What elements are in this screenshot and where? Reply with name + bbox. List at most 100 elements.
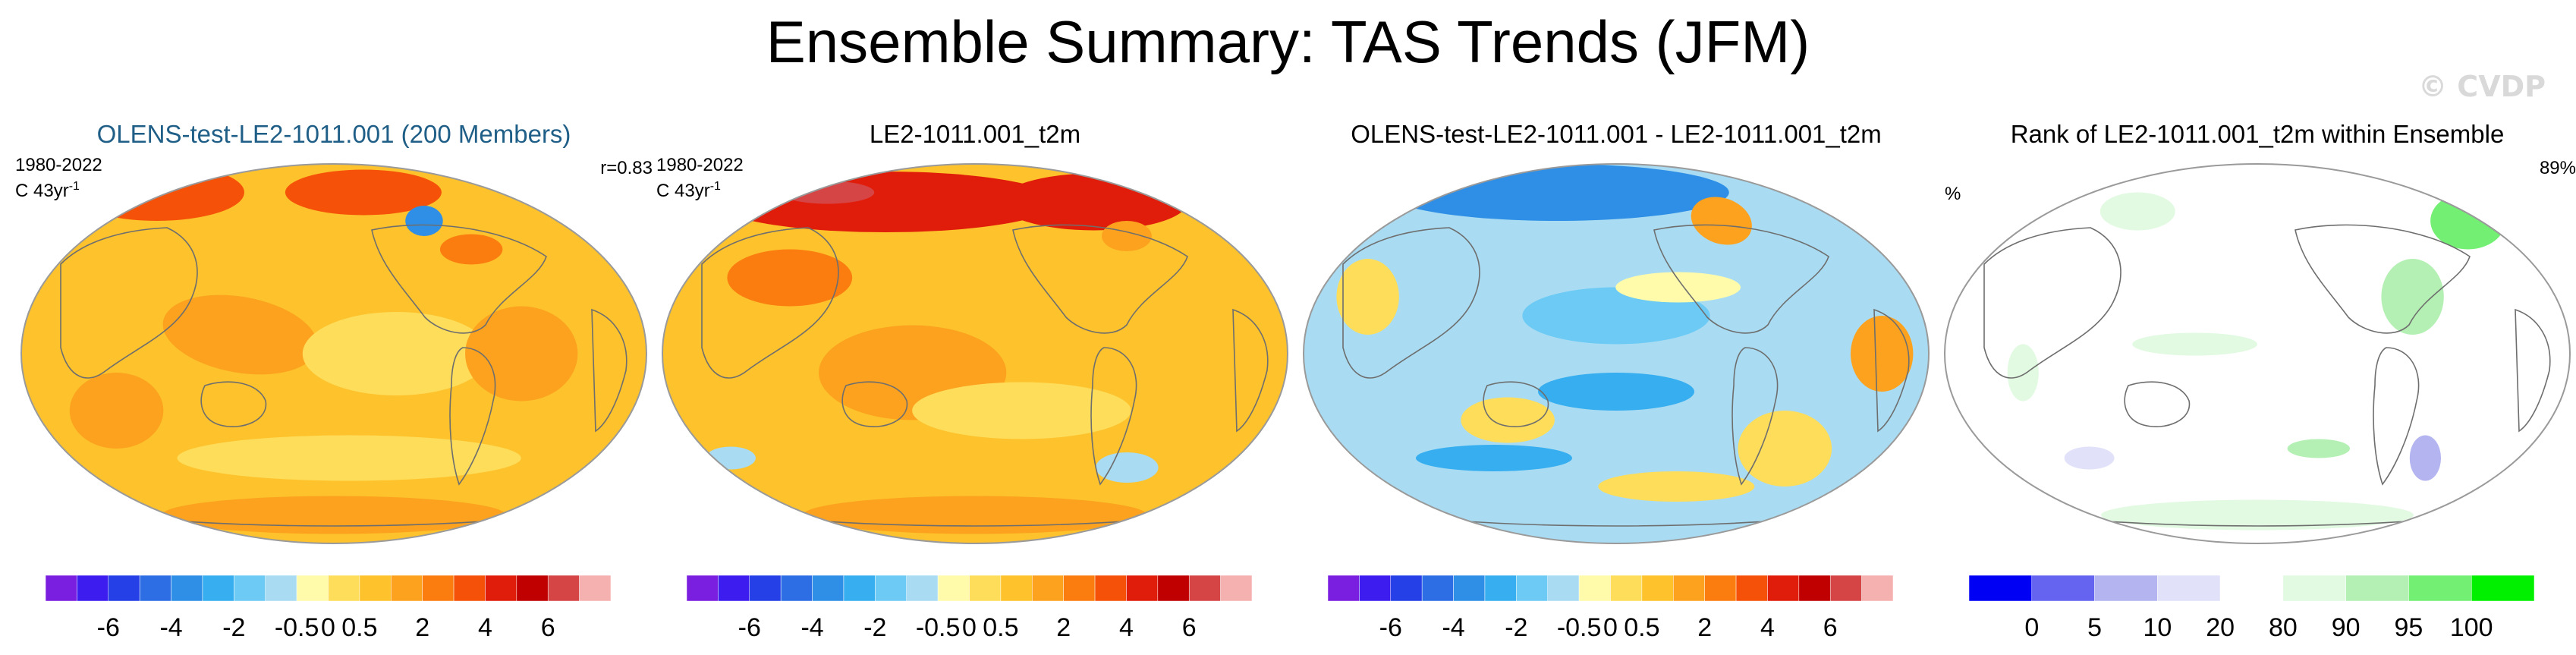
colorbar-swatch xyxy=(2031,575,2095,602)
field-blob xyxy=(465,306,578,402)
colorbar-tick-label: -0.5 xyxy=(275,613,319,642)
colorbar-tick-label: -0.5 xyxy=(1557,613,1602,642)
colorbar-swatch xyxy=(906,575,939,602)
colorbar-swatch xyxy=(1829,575,1862,602)
map-outline xyxy=(662,163,1288,544)
colorbar-tick-label: 80 xyxy=(2269,613,2298,642)
colorbar-swatch xyxy=(1157,575,1190,602)
coastline-0 xyxy=(701,227,839,379)
coastline-1 xyxy=(200,381,267,427)
colorbar-tick-label: -6 xyxy=(97,613,120,642)
colorbar-tick-label: -2 xyxy=(1505,613,1527,642)
field-blob xyxy=(1336,259,1399,335)
colorbar-swatch xyxy=(1641,575,1674,602)
colorbar-tick-label: 4 xyxy=(478,613,492,642)
colorbar-tick-label: 4 xyxy=(1760,613,1775,642)
map-field xyxy=(1304,164,1929,543)
field-blob xyxy=(162,294,318,375)
field-blob xyxy=(1615,272,1741,303)
colorbar-swatch xyxy=(843,575,876,602)
colorbar-swatch xyxy=(718,575,750,602)
colorbar: 0 5 10 20 80 90 95 100 xyxy=(1968,575,2535,642)
colorbar-swatch xyxy=(1484,575,1517,602)
coastline-3 xyxy=(1731,347,1779,486)
units: C 43yr-1 xyxy=(656,176,744,202)
percent-label: 89% xyxy=(2539,158,2576,178)
colorbar-swatch xyxy=(1094,575,1127,602)
colorbar-swatch xyxy=(780,575,813,602)
field-blob xyxy=(2287,439,2351,458)
colorbar-swatch xyxy=(1547,575,1580,602)
colorbar-swatch xyxy=(171,575,203,602)
colorbar-swatch xyxy=(2094,575,2158,602)
units-exponent: -1 xyxy=(709,180,721,193)
colorbar-swatch xyxy=(2219,575,2284,602)
map-field xyxy=(21,164,646,543)
coastline-3 xyxy=(2373,347,2420,486)
map-field xyxy=(662,164,1288,543)
field-blob xyxy=(302,312,490,395)
correlation-label: r=0.83 xyxy=(600,158,653,178)
colorbar-tick-label: 6 xyxy=(541,613,555,642)
colorbar-swatch xyxy=(485,575,517,602)
colorbar-swatch xyxy=(1610,575,1643,602)
colorbar-swatch xyxy=(202,575,234,602)
colorbar-swatch xyxy=(1704,575,1737,602)
field-blob xyxy=(1538,373,1694,411)
field-blob xyxy=(1385,164,1729,221)
field-blob xyxy=(2064,446,2115,470)
field-blob xyxy=(780,181,875,204)
coastline-0 xyxy=(60,227,198,379)
field-blob xyxy=(285,169,442,216)
colorbar: -6 -4 -2 -0.5 0 0.5 2 4 6 xyxy=(686,575,1253,642)
coastline-1 xyxy=(841,381,908,427)
colorbar-swatch xyxy=(1359,575,1392,602)
colorbar-swatch xyxy=(1327,575,1360,602)
colorbar-swatch xyxy=(391,575,423,602)
colorbar-tick-label: 0.5 xyxy=(1624,613,1659,642)
colorbar-swatch xyxy=(1578,575,1611,602)
colorbar-swatch xyxy=(453,575,486,602)
period-label: 1980-2022 C 43yr-1 xyxy=(15,155,102,202)
coastline-3 xyxy=(449,347,496,486)
field-blob xyxy=(1415,445,1572,471)
coastline-3 xyxy=(1090,347,1137,486)
colorbar-swatch xyxy=(1968,575,2033,602)
field-blob xyxy=(2132,332,2258,356)
map-field xyxy=(1945,164,2570,543)
colorbar-swatch xyxy=(547,575,580,602)
field-blob xyxy=(405,206,443,236)
field-blob xyxy=(1102,221,1152,251)
panel-title: OLENS-test-LE2-1011.001 (200 Members) xyxy=(96,120,571,148)
colorbar-swatch xyxy=(234,575,266,602)
colorbar-swatch xyxy=(108,575,140,602)
field-blob xyxy=(912,382,1131,439)
colorbar-tick-label: 90 xyxy=(2332,613,2361,642)
colorbar-swatch xyxy=(1673,575,1705,602)
colorbar-tick-label: 0 xyxy=(1603,613,1618,642)
colorbar-tick-label: -2 xyxy=(863,613,886,642)
unit-label: % xyxy=(1945,184,1961,204)
colorbar-tick-label: 6 xyxy=(1182,613,1197,642)
map xyxy=(20,163,647,544)
field-blob xyxy=(177,435,521,481)
colorbar-swatch xyxy=(1516,575,1548,602)
colorbar-swatch xyxy=(359,575,392,602)
colorbar-swatch xyxy=(937,575,970,602)
colorbar-swatch xyxy=(1735,575,1768,602)
colorbar-tick-label: 2 xyxy=(415,613,429,642)
colorbar: -6 -4 -2 -0.5 0 0.5 2 4 6 xyxy=(1327,575,1894,642)
field-blob xyxy=(1851,316,1914,392)
colorbar-tick-label: -4 xyxy=(159,613,182,642)
colorbar-swatch xyxy=(2408,575,2472,602)
coastline-0 xyxy=(1342,227,1480,379)
field-blob xyxy=(1691,197,1752,245)
colorbar-tick-label: -2 xyxy=(222,613,245,642)
field-blob xyxy=(2381,259,2444,335)
coastline-1 xyxy=(1483,381,1549,427)
colorbar-tick-label: 2 xyxy=(1056,613,1071,642)
field-blob xyxy=(439,234,503,265)
colorbar-tick-label: -4 xyxy=(800,613,823,642)
colorbar-swatch xyxy=(1421,575,1454,602)
units-exponent: -1 xyxy=(68,180,80,193)
